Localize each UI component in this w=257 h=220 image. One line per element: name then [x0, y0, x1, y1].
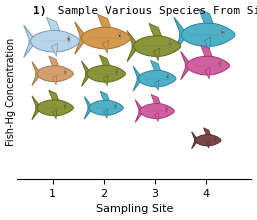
- Polygon shape: [127, 31, 137, 62]
- Polygon shape: [206, 141, 209, 148]
- Y-axis label: Fish-Hg Concentration: Fish-Hg Concentration: [6, 38, 16, 147]
- Polygon shape: [49, 56, 58, 66]
- Circle shape: [169, 41, 171, 47]
- Text: Sample Various Species From Sites: Sample Various Species From Sites: [51, 6, 257, 16]
- Circle shape: [219, 62, 221, 65]
- Polygon shape: [81, 61, 90, 86]
- Circle shape: [119, 32, 121, 39]
- Polygon shape: [199, 9, 213, 23]
- Polygon shape: [204, 37, 211, 51]
- Polygon shape: [154, 112, 159, 122]
- Circle shape: [219, 61, 221, 67]
- Polygon shape: [51, 43, 58, 56]
- Circle shape: [166, 108, 167, 111]
- Polygon shape: [31, 30, 80, 52]
- Polygon shape: [192, 132, 197, 149]
- Circle shape: [119, 34, 120, 38]
- Polygon shape: [37, 66, 74, 82]
- Circle shape: [215, 137, 216, 141]
- Circle shape: [166, 107, 167, 112]
- Polygon shape: [154, 80, 159, 90]
- Polygon shape: [32, 96, 40, 120]
- Polygon shape: [98, 14, 111, 27]
- Polygon shape: [49, 90, 58, 100]
- Polygon shape: [181, 23, 235, 46]
- Polygon shape: [204, 128, 210, 135]
- Circle shape: [65, 104, 66, 109]
- Polygon shape: [151, 60, 161, 70]
- Circle shape: [115, 104, 116, 109]
- Circle shape: [116, 69, 118, 75]
- Circle shape: [167, 74, 168, 80]
- Polygon shape: [103, 40, 109, 53]
- Polygon shape: [84, 97, 91, 119]
- Circle shape: [167, 75, 168, 78]
- Circle shape: [115, 105, 116, 108]
- Circle shape: [68, 36, 70, 42]
- Polygon shape: [32, 62, 40, 86]
- Polygon shape: [103, 75, 108, 86]
- Polygon shape: [134, 36, 181, 57]
- Polygon shape: [201, 45, 212, 56]
- Polygon shape: [89, 100, 123, 115]
- Polygon shape: [75, 22, 85, 54]
- Circle shape: [222, 29, 224, 36]
- X-axis label: Sampling Site: Sampling Site: [96, 204, 173, 214]
- Polygon shape: [52, 109, 57, 119]
- Polygon shape: [187, 56, 230, 75]
- Polygon shape: [81, 27, 131, 49]
- Circle shape: [65, 70, 66, 75]
- Polygon shape: [149, 23, 161, 36]
- Polygon shape: [174, 17, 185, 52]
- Polygon shape: [87, 65, 125, 82]
- Polygon shape: [140, 103, 174, 119]
- Polygon shape: [37, 100, 74, 116]
- Polygon shape: [135, 100, 143, 122]
- Polygon shape: [195, 135, 221, 146]
- Polygon shape: [100, 91, 109, 100]
- Circle shape: [116, 71, 117, 73]
- Polygon shape: [151, 94, 160, 103]
- Polygon shape: [181, 51, 190, 80]
- Circle shape: [222, 30, 224, 35]
- Polygon shape: [205, 68, 210, 79]
- Polygon shape: [104, 109, 108, 118]
- Text: 1): 1): [33, 6, 47, 16]
- Polygon shape: [133, 66, 141, 91]
- Polygon shape: [154, 48, 160, 61]
- Polygon shape: [52, 75, 57, 85]
- Circle shape: [68, 37, 69, 41]
- Circle shape: [65, 105, 66, 108]
- Polygon shape: [138, 70, 176, 87]
- Polygon shape: [47, 17, 60, 30]
- Circle shape: [65, 71, 66, 73]
- Polygon shape: [24, 25, 34, 57]
- Polygon shape: [99, 55, 110, 65]
- Circle shape: [170, 42, 171, 46]
